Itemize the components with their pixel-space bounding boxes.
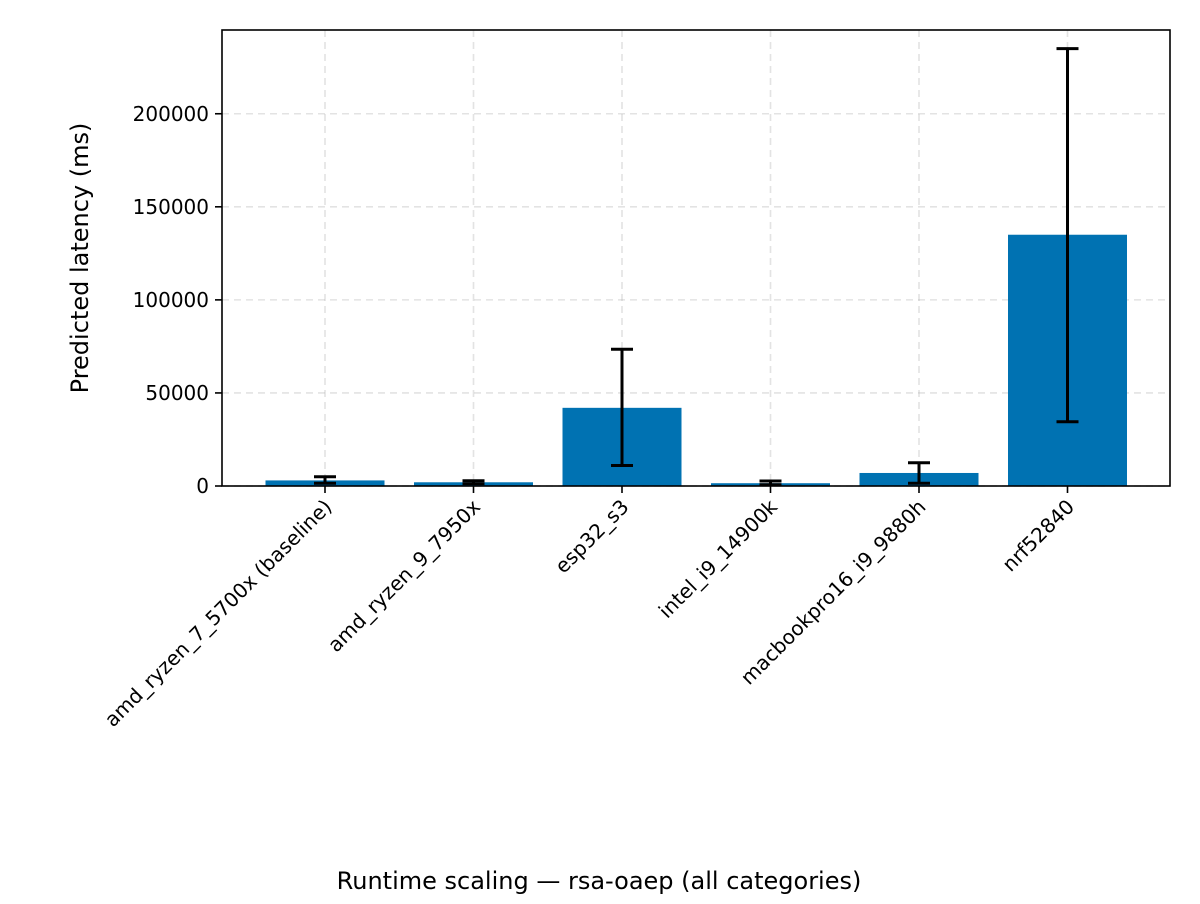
chart-caption: Runtime scaling — rsa-oaep (all categori… <box>337 867 862 895</box>
bar-layer <box>265 234 1127 486</box>
plot-frame <box>221 29 1171 487</box>
y-tick-label: 0 <box>196 474 209 498</box>
grid-layer <box>222 30 1170 487</box>
y-tick-label: 200000 <box>133 102 209 126</box>
y-axis-label: Predicted latency (ms) <box>66 123 94 394</box>
error-bar-layer <box>314 47 1079 487</box>
x-tick-label: amd_ryzen_9_7950x <box>323 494 485 656</box>
y-axis-ticks: 0 50000 100000 150000 200000 <box>133 102 222 498</box>
y-tick-label: 150000 <box>133 195 209 219</box>
y-tick-label: 50000 <box>145 381 209 405</box>
x-axis-ticks: amd_ryzen_7_5700x (baseline)amd_ryzen_9_… <box>100 486 1079 732</box>
x-tick-label: nrf52840 <box>997 495 1079 577</box>
x-tick-label: intel_i9_14900k <box>654 494 783 623</box>
x-tick-label: amd_ryzen_7_5700x (baseline) <box>100 495 337 732</box>
y-tick-label: 100000 <box>133 288 209 312</box>
x-tick-label: esp32_s3 <box>550 495 633 578</box>
